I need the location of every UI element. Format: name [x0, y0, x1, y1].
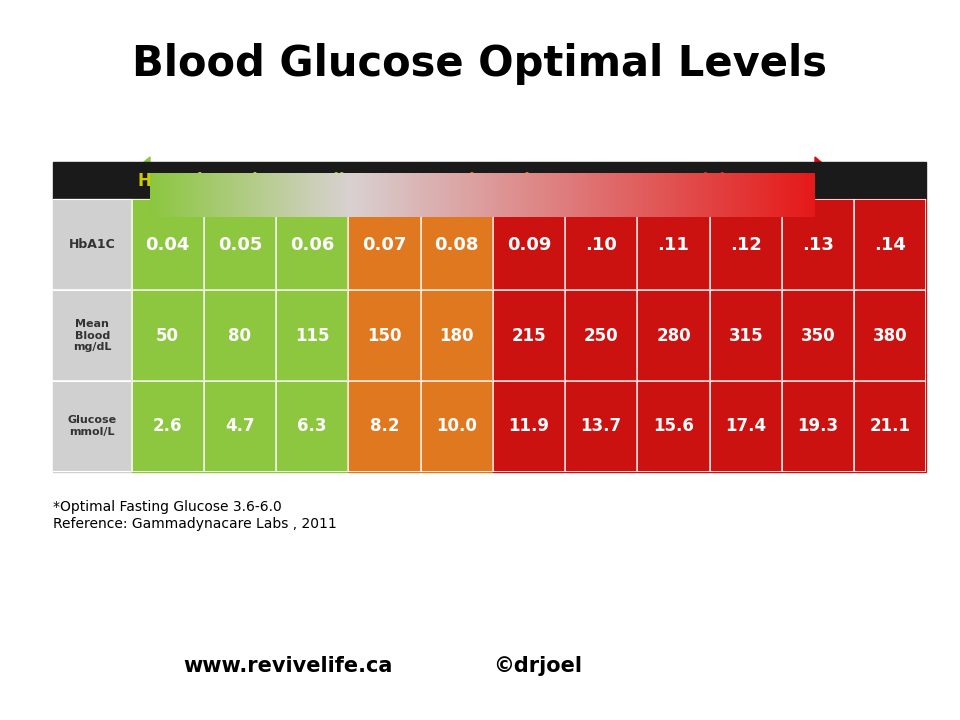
Text: 280: 280: [657, 326, 691, 344]
Text: Reference: Gammadynacare Labs , 2011: Reference: Gammadynacare Labs , 2011: [53, 517, 337, 531]
Text: 8.2: 8.2: [370, 418, 399, 435]
Text: 21.1: 21.1: [870, 418, 911, 435]
Text: *Optimal Fasting Glucose 3.6-6.0: *Optimal Fasting Glucose 3.6-6.0: [53, 500, 281, 514]
Text: 17.4: 17.4: [725, 418, 766, 435]
Text: ©drjoel: ©drjoel: [493, 656, 582, 676]
Text: 10.0: 10.0: [436, 418, 477, 435]
Polygon shape: [815, 157, 860, 233]
Text: .13: .13: [802, 236, 834, 254]
Text: 0.06: 0.06: [290, 236, 334, 254]
Text: Diabetes: Diabetes: [690, 172, 773, 189]
Text: 0.07: 0.07: [362, 236, 407, 254]
Text: 115: 115: [295, 326, 329, 344]
Text: 180: 180: [440, 326, 474, 344]
Text: .14: .14: [875, 236, 906, 254]
Text: 0.09: 0.09: [507, 236, 551, 254]
Text: 250: 250: [584, 326, 618, 344]
Text: 350: 350: [801, 326, 835, 344]
Text: Blood Glucose Optimal Levels: Blood Glucose Optimal Levels: [132, 43, 828, 85]
Text: HbA1C: HbA1C: [69, 238, 115, 251]
Text: 13.7: 13.7: [581, 418, 622, 435]
Text: Excellent: Excellent: [291, 172, 376, 189]
Text: 150: 150: [367, 326, 401, 344]
Text: Hyperglycemia: Hyperglycemia: [401, 172, 541, 189]
Text: 0.08: 0.08: [435, 236, 479, 254]
Text: www.revivelife.ca: www.revivelife.ca: [183, 656, 393, 676]
Text: 2.6: 2.6: [153, 418, 182, 435]
Text: 50: 50: [156, 326, 180, 344]
Text: 19.3: 19.3: [798, 418, 839, 435]
Text: 11.9: 11.9: [509, 418, 549, 435]
Text: 0.05: 0.05: [218, 236, 262, 254]
Text: 0.04: 0.04: [146, 236, 190, 254]
Text: 80: 80: [228, 326, 252, 344]
Text: 15.6: 15.6: [653, 418, 694, 435]
Text: .12: .12: [730, 236, 761, 254]
Text: Hypoglycemia: Hypoglycemia: [138, 172, 270, 189]
Polygon shape: [105, 157, 150, 233]
Text: .10: .10: [586, 236, 617, 254]
Text: 215: 215: [512, 326, 546, 344]
Text: 380: 380: [873, 326, 907, 344]
Text: 6.3: 6.3: [298, 418, 327, 435]
Text: Glucose
mmol/L: Glucose mmol/L: [67, 415, 117, 437]
Text: .11: .11: [658, 236, 689, 254]
Text: 315: 315: [729, 326, 763, 344]
Text: 4.7: 4.7: [225, 418, 254, 435]
Text: Mean
Blood
mg/dL: Mean Blood mg/dL: [73, 319, 111, 352]
